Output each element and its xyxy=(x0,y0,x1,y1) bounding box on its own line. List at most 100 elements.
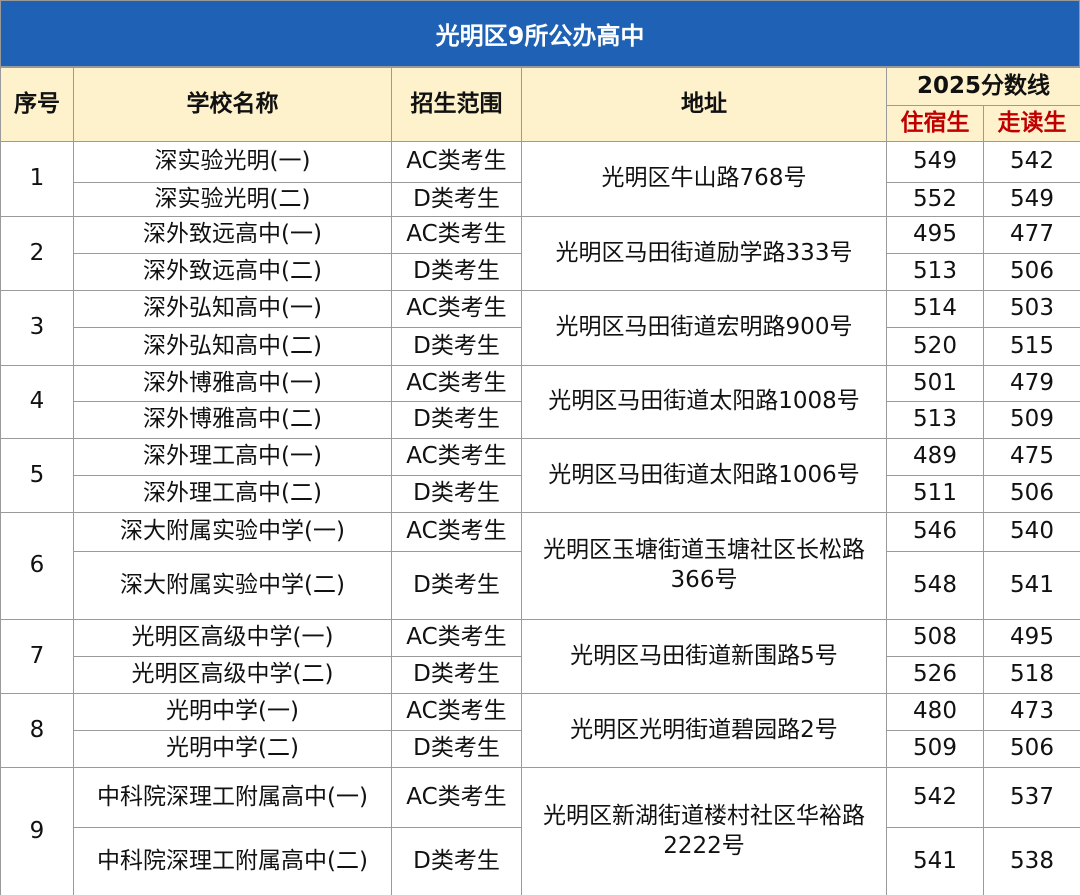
index-cell: 3 xyxy=(0,290,74,366)
boarding-score: 489 xyxy=(886,438,984,476)
table-row: 2 深外致远高中(一) AC类考生 光明区马田街道励学路333号 495 477 xyxy=(0,216,1080,291)
header-cell: 住宿生 xyxy=(886,105,984,142)
day-score: 506 xyxy=(982,475,1080,513)
school-cell: 中科院深理工附属高中(一) xyxy=(73,767,392,828)
scope-cell: AC类考生 xyxy=(391,767,522,828)
index-cell: 6 xyxy=(0,512,74,620)
address-cell: 光明区马田街道宏明路900号 xyxy=(521,290,887,366)
boarding-score: 520 xyxy=(886,327,984,366)
day-score: 515 xyxy=(982,327,1080,366)
table-row: 8 光明中学(一) AC类考生 光明区光明街道碧园路2号 480 473 xyxy=(0,693,1080,768)
scope-cell: D类考生 xyxy=(391,551,522,620)
table-row: 6 深大附属实验中学(一) AC类考生 光明区玉塘街道玉塘社区长松路366号 546 54… xyxy=(0,512,1080,620)
address-cell: 光明区马田街道励学路333号 xyxy=(521,216,887,291)
school-cell: 深外弘知高中(二) xyxy=(73,327,392,366)
title: 光明区9所公办高中 xyxy=(0,0,1080,67)
boarding-score: 526 xyxy=(886,656,984,694)
scope-cell: D类考生 xyxy=(391,656,522,694)
table-row: 中科院深理工附属高中(二) D类考生 541 538 xyxy=(1,827,1080,895)
day-score: 537 xyxy=(982,767,1080,828)
boarding-score: 549 xyxy=(886,141,984,183)
boarding-score: 511 xyxy=(886,475,984,513)
index-cell: 7 xyxy=(0,619,74,694)
scope-cell: D类考生 xyxy=(391,182,522,217)
school-cell: 深外理工高中(一) xyxy=(73,438,392,476)
address-cell: 光明区马田街道太阳路1006号 xyxy=(521,438,887,513)
day-score: 495 xyxy=(982,619,1080,657)
school-cell: 深外博雅高中(二) xyxy=(73,401,392,439)
table-row: 光明区高级中学(二) D类考生 526 518 xyxy=(1,656,1080,694)
address-cell: 光明区马田街道太阳路1008号 xyxy=(521,365,887,439)
header-cell: 学校名称 xyxy=(73,67,392,142)
boarding-score: 513 xyxy=(886,401,984,439)
boarding-score: 552 xyxy=(886,182,984,217)
address-cell: 光明区新湖街道楼村社区华裕路2222号 xyxy=(521,767,887,895)
index-cell: 5 xyxy=(0,438,74,513)
school-cell: 中科院深理工附属高中(二) xyxy=(73,827,392,895)
day-score: 542 xyxy=(982,141,1080,183)
table-row: 3 深外弘知高中(一) AC类考生 光明区马田街道宏明路900号 514 503 xyxy=(0,290,1080,366)
index-cell: 9 xyxy=(0,767,74,895)
school-cell: 深实验光明(二) xyxy=(73,182,392,217)
scope-cell: AC类考生 xyxy=(391,693,522,731)
day-score: 549 xyxy=(982,182,1080,217)
scope-cell: AC类考生 xyxy=(391,216,522,254)
day-score: 479 xyxy=(982,365,1080,402)
boarding-score: 480 xyxy=(886,693,984,731)
scope-cell: AC类考生 xyxy=(391,438,522,476)
boarding-score: 508 xyxy=(886,619,984,657)
table-row: 4 深外博雅高中(一) AC类考生 光明区马田街道太阳路1008号 501 479 xyxy=(0,365,1080,439)
scope-cell: AC类考生 xyxy=(391,290,522,328)
school-cell: 光明区高级中学(二) xyxy=(73,656,392,694)
header-cell: 走读生 xyxy=(982,105,1080,142)
scope-cell: AC类考生 xyxy=(391,512,522,552)
table-row: 深外理工高中(二) D类考生 511 506 xyxy=(1,475,1080,513)
scope-cell: D类考生 xyxy=(391,253,522,291)
scope-cell: AC类考生 xyxy=(391,619,522,657)
school-cell: 深外理工高中(二) xyxy=(73,475,392,513)
scope-cell: AC类考生 xyxy=(391,141,522,183)
scope-cell: D类考生 xyxy=(391,475,522,513)
table-row: 深大附属实验中学(二) D类考生 548 541 xyxy=(1,551,1080,620)
school-cell: 光明区高级中学(一) xyxy=(73,619,392,657)
scope-cell: D类考生 xyxy=(391,827,522,895)
table-row: 9 中科院深理工附属高中(一) AC类考生 光明区新湖街道楼村社区华裕路2222号 54… xyxy=(0,767,1080,895)
table-row: 5 深外理工高中(一) AC类考生 光明区马田街道太阳路1006号 489 475 xyxy=(0,438,1080,513)
address-cell: 光明区马田街道新围路5号 xyxy=(521,619,887,694)
boarding-score: 501 xyxy=(886,365,984,402)
index-cell: 8 xyxy=(0,693,74,768)
address-cell: 光明区玉塘街道玉塘社区长松路366号 xyxy=(521,512,887,620)
scope-cell: D类考生 xyxy=(391,401,522,439)
school-cell: 光明中学(二) xyxy=(73,730,392,768)
table-row: 7 光明区高级中学(一) AC类考生 光明区马田街道新围路5号 508 495 xyxy=(0,619,1080,694)
header-cell: 序号 xyxy=(0,67,74,142)
table-row: 深外弘知高中(二) D类考生 520 515 xyxy=(1,327,1080,366)
address-cell: 光明区光明街道碧园路2号 xyxy=(521,693,887,768)
day-score: 503 xyxy=(982,290,1080,328)
school-cell: 深外致远高中(二) xyxy=(73,253,392,291)
day-score: 541 xyxy=(982,551,1080,620)
school-cell: 深外博雅高中(一) xyxy=(73,365,392,402)
day-score: 475 xyxy=(982,438,1080,476)
boarding-score: 542 xyxy=(886,767,984,828)
scope-cell: AC类考生 xyxy=(391,365,522,402)
school-cell: 深外致远高中(一) xyxy=(73,216,392,254)
school-cell: 深实验光明(一) xyxy=(73,141,392,183)
day-score: 473 xyxy=(982,693,1080,731)
index-cell: 4 xyxy=(0,365,74,439)
header-cell: 招生范围 xyxy=(391,67,522,142)
address-cell: 光明区牛山路768号 xyxy=(521,141,887,217)
scope-cell: D类考生 xyxy=(391,327,522,366)
day-score: 506 xyxy=(982,730,1080,768)
school-cell: 深外弘知高中(一) xyxy=(73,290,392,328)
index-cell: 2 xyxy=(0,216,74,291)
school-cell: 光明中学(一) xyxy=(73,693,392,731)
day-score: 540 xyxy=(982,512,1080,552)
boarding-score: 513 xyxy=(886,253,984,291)
day-score: 506 xyxy=(982,253,1080,291)
day-score: 509 xyxy=(982,401,1080,439)
school-cell: 深大附属实验中学(一) xyxy=(73,512,392,552)
header-cell: 2025分数线 xyxy=(885,67,1080,106)
scope-cell: D类考生 xyxy=(391,730,522,768)
